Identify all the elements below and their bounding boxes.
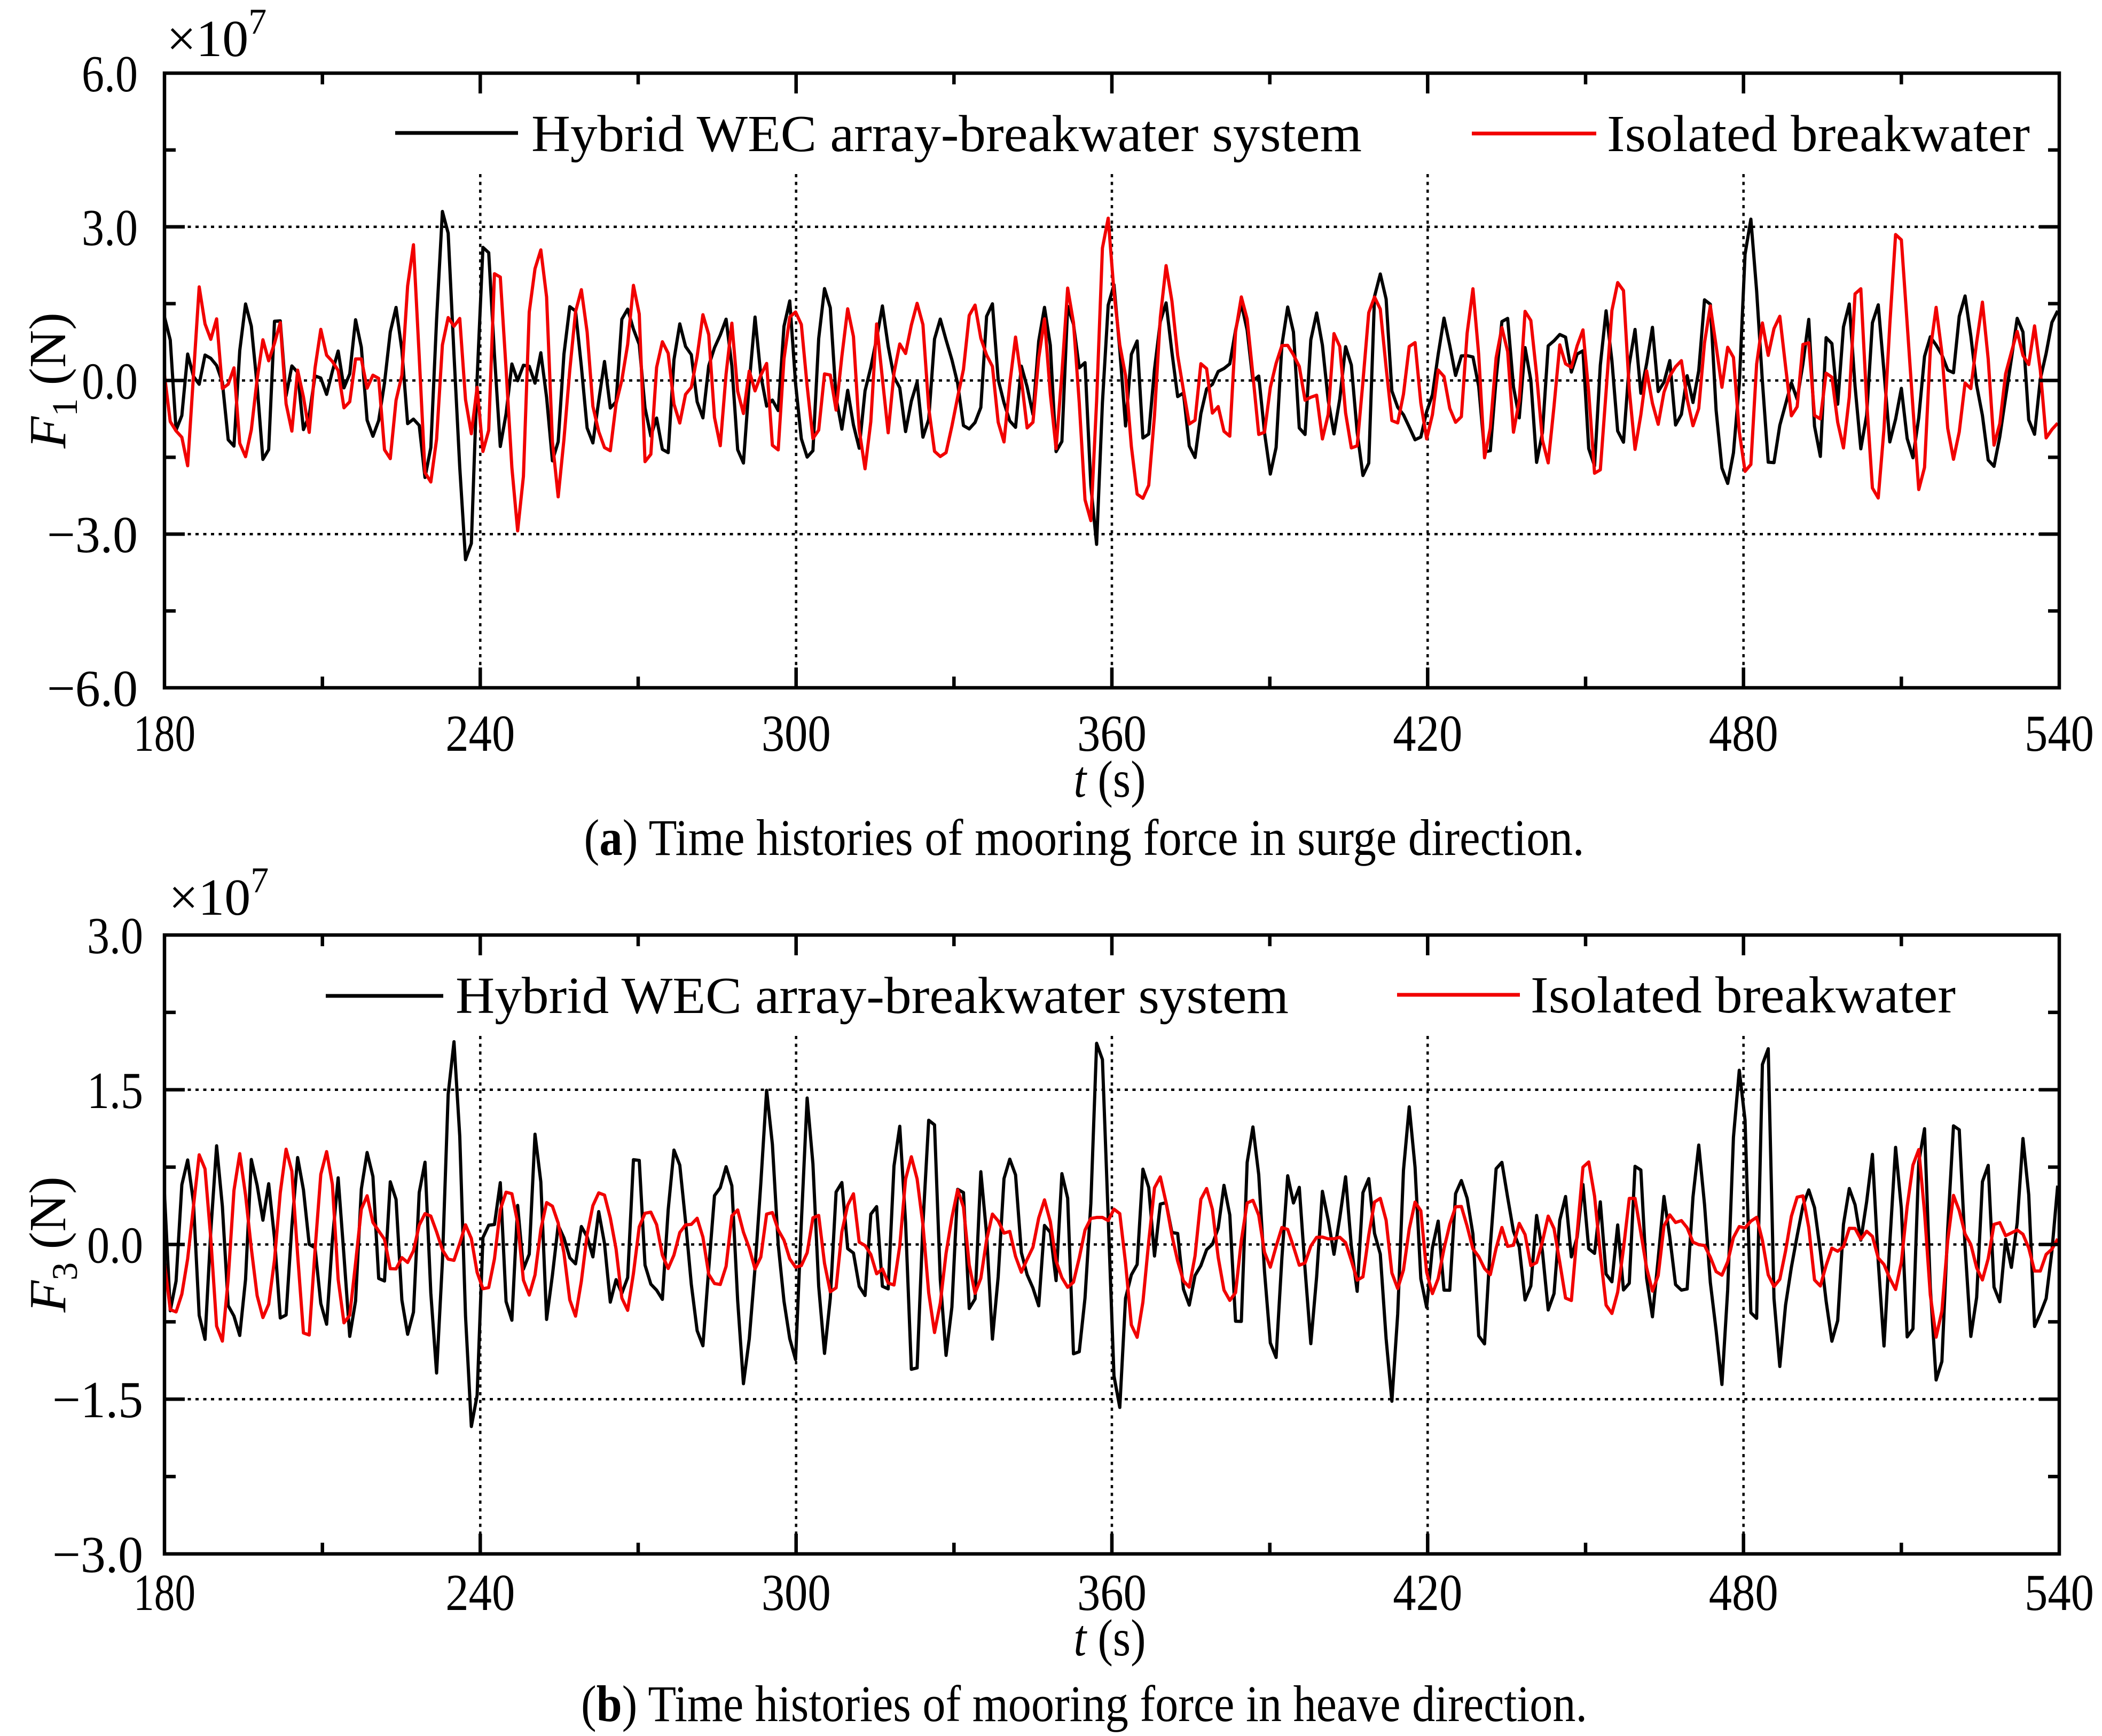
- svg-text:Isolated breakwater: Isolated breakwater: [1531, 967, 1956, 1024]
- svg-text:Hybrid WEC array-breakwater sy: Hybrid WEC array-breakwater system: [456, 967, 1289, 1024]
- svg-text:t (s): t (s): [1074, 1609, 1146, 1667]
- svg-text:180: 180: [134, 705, 195, 763]
- svg-text:420: 420: [1393, 1564, 1462, 1622]
- svg-text:6.0: 6.0: [82, 45, 138, 103]
- svg-text:−3.0: −3.0: [52, 1526, 143, 1584]
- svg-text:0.0: 0.0: [87, 1217, 143, 1275]
- svg-text:420: 420: [1393, 705, 1462, 763]
- svg-text:240: 240: [445, 1564, 515, 1622]
- svg-text:t (s): t (s): [1074, 751, 1146, 808]
- svg-text:F1 (N): F1 (N): [19, 312, 85, 449]
- svg-text:1.5: 1.5: [87, 1062, 143, 1120]
- svg-text:0.0: 0.0: [82, 353, 138, 411]
- svg-text:Hybrid WEC array-breakwater sy: Hybrid WEC array-breakwater system: [531, 105, 1362, 162]
- svg-text:540: 540: [2025, 1564, 2094, 1622]
- svg-text:3.0: 3.0: [87, 907, 143, 965]
- svg-text:F3 (N): F3 (N): [19, 1176, 85, 1313]
- svg-text:180: 180: [134, 1564, 195, 1622]
- svg-text:240: 240: [445, 705, 515, 763]
- svg-text:−6.0: −6.0: [47, 660, 138, 718]
- svg-text:−1.5: −1.5: [52, 1371, 143, 1429]
- svg-text:360: 360: [1077, 1564, 1147, 1622]
- svg-text:360: 360: [1077, 705, 1147, 763]
- svg-text:540: 540: [2025, 705, 2094, 763]
- svg-text:(b) Time histories of mooring: (b) Time histories of mooring force in h…: [581, 1675, 1587, 1732]
- svg-text:−3.0: −3.0: [47, 506, 138, 564]
- svg-text:480: 480: [1709, 1564, 1778, 1622]
- svg-text:Isolated breakwater: Isolated breakwater: [1607, 105, 2030, 162]
- svg-text:300: 300: [762, 705, 831, 763]
- svg-text:3.0: 3.0: [82, 199, 138, 257]
- svg-text:480: 480: [1709, 705, 1778, 763]
- svg-text:(a) Time histories of mooring: (a) Time histories of mooring force in s…: [584, 809, 1585, 866]
- svg-text:300: 300: [762, 1564, 831, 1622]
